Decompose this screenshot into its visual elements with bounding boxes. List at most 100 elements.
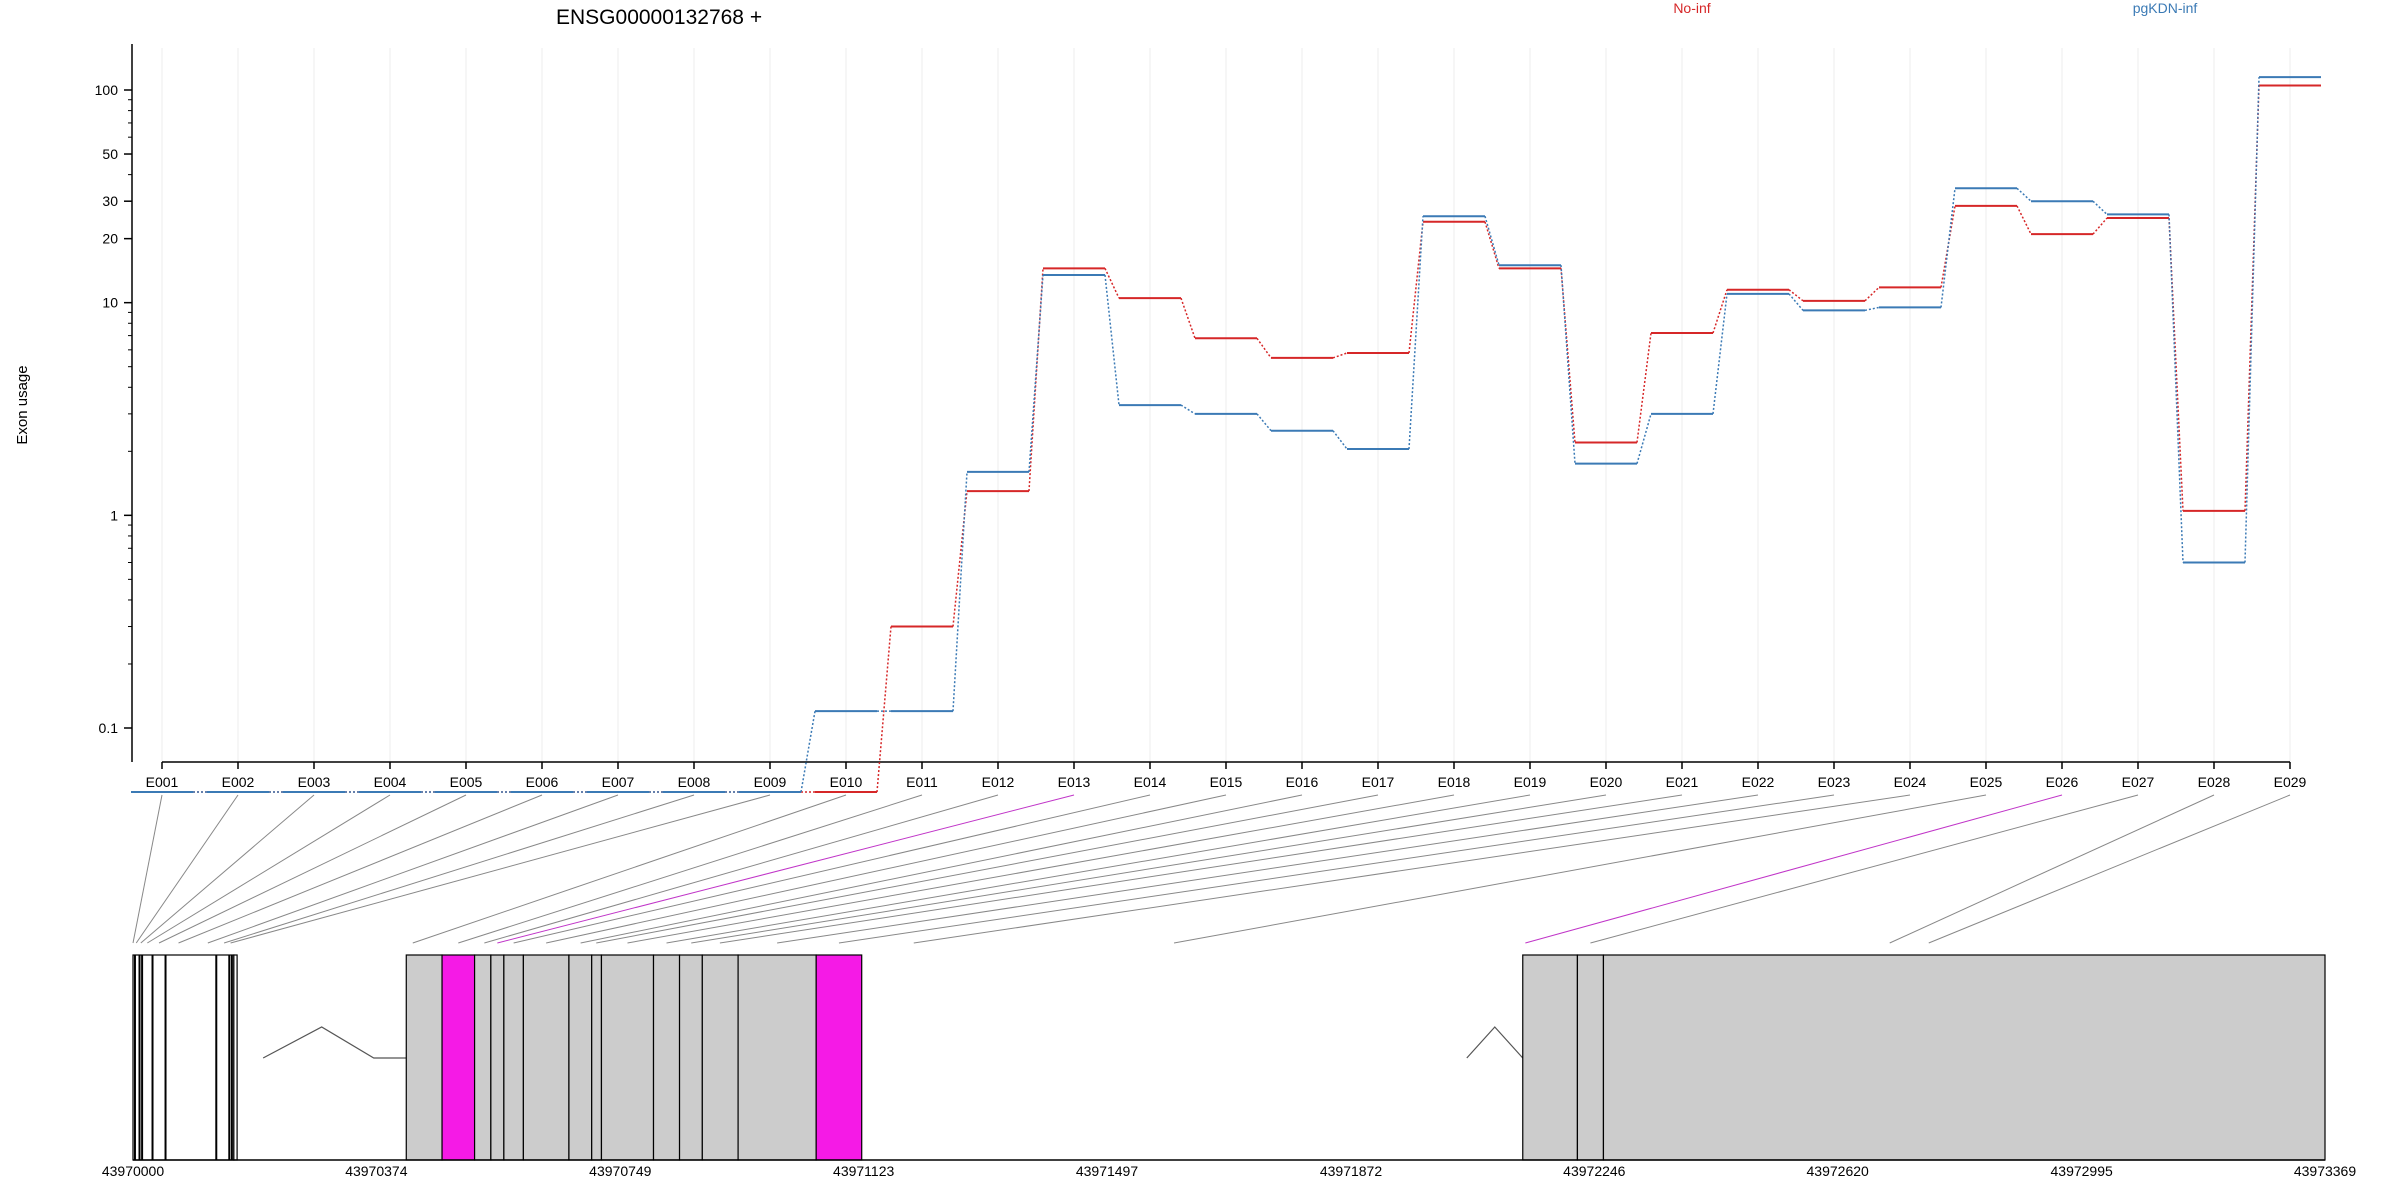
x-tick-label-e003: E003 [298,774,331,790]
coord-label: 43972995 [2051,1163,2114,1179]
exon-block [568,954,593,1161]
x-tick-label-e015: E015 [1210,774,1243,790]
x-axis: E001 E002 E003 E004 E005 E006 E007 E008 E009 E010… [146,761,2307,790]
x-tick-label-e024: E024 [1894,774,1927,790]
x-tick-label-e013: E013 [1058,774,1091,790]
x-tick-label-e017: E017 [1362,774,1395,790]
x-tick-label-e011: E011 [906,774,938,790]
series-connector [1864,286,1880,302]
connector-e016 [580,794,1303,944]
series-connector [1484,221,1500,269]
connector-e028 [1889,794,2215,944]
series-connector [2168,214,2184,563]
series-connector [876,626,892,793]
connector-e001 [132,794,163,944]
connector-e023 [838,794,1835,944]
series-connector [1484,216,1500,266]
connector-e009 [230,794,771,944]
series-connector [1104,274,1120,406]
coord-label: 43971497 [1076,1163,1139,1179]
legend-entry-pgkdn-inf: pgKDN-inf [2133,0,2198,16]
x-tick-label-e009: E009 [754,774,787,790]
series-connector [1180,297,1196,339]
series-connector [1408,216,1424,450]
series-connector [1788,289,1804,302]
x-tick-label-e022: E022 [1742,774,1775,790]
connector-e008 [223,794,695,944]
exon-connectors [132,794,2291,944]
connector-e021 [719,794,1683,944]
connector-e004 [147,794,391,944]
series-pgkdn-inf [131,76,2321,794]
series-connector [2092,217,2108,235]
coord-label: 43970749 [589,1163,652,1179]
exon-block [503,954,524,1161]
intron-line [1466,1026,1524,1059]
gene-model: 43970000 43970374 43970749 43971123 43971497… [102,954,2356,1179]
x-tick-label-e026: E026 [2046,774,2079,790]
y-axis: 0.1 1 10 20 30 50 100 [95,44,133,762]
exon-block [405,954,443,1161]
connector-e024 [913,794,1911,944]
series-connector [1028,274,1044,472]
x-tick-label-e006: E006 [526,774,559,790]
series-connector [1636,413,1652,464]
connector-e029 [1928,794,2291,944]
series-connector [800,711,816,793]
connector-e014 [513,794,1151,944]
x-tick-label-e018: E018 [1438,774,1471,790]
connector-e026 [1525,794,2063,944]
series-connector [1332,352,1348,359]
exon-block [600,954,655,1161]
y-tick-label: 50 [102,146,118,162]
series-connector [2168,218,2184,511]
x-tick-label-e021: E021 [1666,774,1699,790]
legend-entry-no-inf: No-inf [1673,0,1710,16]
x-tick-label-e023: E023 [1818,774,1851,790]
connector-e027 [1590,794,2139,944]
exon-block [233,954,238,1161]
y-tick-label: 20 [102,231,118,247]
connector-e015 [546,794,1227,944]
connector-e017 [596,794,1379,944]
x-tick-label-e008: E008 [678,774,711,790]
coord-label: 43972620 [1807,1163,1870,1179]
exon-block [522,954,570,1161]
series-connector [1256,413,1272,432]
x-tick-label-e005: E005 [450,774,483,790]
connector-e012 [484,794,999,944]
series-connector [1712,289,1728,334]
coord-label: 43972246 [1563,1163,1626,1179]
y-tick-label: 1 [110,507,118,523]
exon-block [1576,954,1605,1161]
x-tick-label-e016: E016 [1286,774,1319,790]
chart-title: ENSG00000132768 + [556,6,762,29]
connector-e013 [497,794,1075,944]
series-connector [2244,77,2260,563]
coord-label: 43970000 [102,1163,165,1179]
series-connector [1636,332,1652,443]
connector-e022 [777,794,1759,944]
connector-e019 [666,794,1531,944]
exon-block [652,954,681,1161]
connector-e006 [178,794,543,944]
series-connector [952,471,968,712]
x-tick-label-e014: E014 [1134,774,1167,790]
x-tick-label-e027: E027 [2122,774,2155,790]
exon-block [1602,954,2326,1161]
series-connector [1408,221,1424,354]
series-connector [1332,430,1348,450]
series-connector [2092,200,2108,215]
exon-block [132,954,235,1161]
connector-e011 [458,794,923,944]
series-connector [2016,187,2032,202]
connector-e003 [140,794,315,944]
connector-e002 [135,794,239,944]
series-connector [1560,265,1576,464]
series-connector [1180,404,1196,415]
x-tick-label-e004: E004 [374,774,407,790]
y-tick-label: 0.1 [99,720,119,736]
connector-e010 [412,794,847,944]
x-tick-label-e001: E001 [146,774,179,790]
